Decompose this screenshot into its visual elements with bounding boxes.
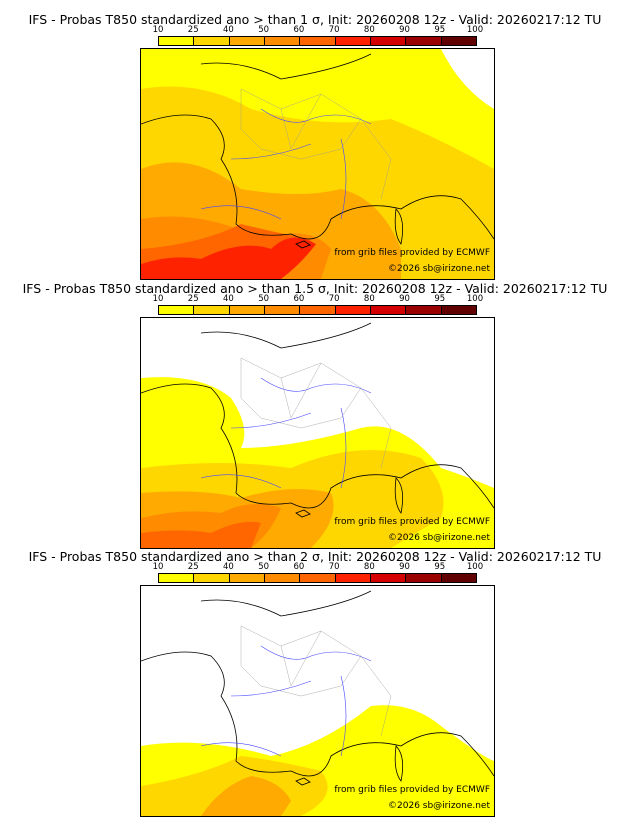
colorbar-tick-label: 90 [399,294,410,304]
probability-map-panel: IFS - Probas T850 standardized ano > tha… [0,12,630,280]
colorbar-segment [264,574,301,582]
colorbar-tick-label: 60 [293,25,305,35]
coastlines [141,322,494,518]
colorbar-tick-label: 95 [434,294,446,304]
colorbar [158,305,477,315]
rivers [200,377,372,489]
colorbar-segment [194,574,230,582]
probability-map-panel: IFS - Probas T850 standardized ano > tha… [0,549,630,817]
probability-map: from grib files provided by ECMWF ©2026 s… [140,317,495,549]
colorbar-tick-label: 100 [466,25,484,35]
colorbar-tick-label: 70 [328,562,340,572]
colorbar-segment [159,37,195,45]
colorbar-tick-label: 80 [363,562,375,572]
colorbar [158,36,477,46]
colorbar-tick-label: 40 [223,562,234,572]
colorbar-segment [194,37,230,45]
map-shading [141,318,494,548]
colorbar-tick-label: 40 [223,294,234,304]
colorbar-segment [441,306,476,314]
colorbar-tick-label: 40 [223,25,234,35]
colorbar-tick-label: 95 [434,25,446,35]
colorbar-segment [406,574,442,582]
copyright-credit: ©2026 sb@irizone.net [388,801,490,811]
colorbar-tick-label: 50 [258,25,270,35]
data-source-credit: from grib files provided by ECMWF [334,248,490,258]
colorbar-tick-label: 10 [152,294,164,304]
coastlines [141,53,494,249]
colorbar-segment [300,306,336,314]
colorbar-segment [370,574,407,582]
map-shading [141,49,494,279]
panel-title: IFS - Probas T850 standardized ano > tha… [28,549,602,564]
colorbar-tick-label: 60 [293,294,305,304]
probability-map-panel: IFS - Probas T850 standardized ano > tha… [0,281,630,549]
colorbar-tick-label: 80 [363,25,375,35]
colorbar-tick-label: 70 [328,25,340,35]
colorbar-segment [441,37,476,45]
colorbar-tick-label: 90 [399,25,410,35]
colorbar-segment [406,306,442,314]
colorbar-tick-label: 90 [399,562,410,572]
map-shading [141,586,494,816]
colorbar-tick-label: 25 [187,294,199,304]
colorbar-tick-label: 10 [152,562,164,572]
colorbar-tick-label: 25 [187,25,199,35]
colorbar-tick-label: 100 [466,294,484,304]
colorbar-ticks: 10 25 40 50 60 70 80 90 95 100 [153,25,484,35]
colorbar-tick-label: 50 [258,294,270,304]
colorbar-segment [229,574,265,582]
colorbar-segment [370,306,407,314]
colorbar-segment [300,37,336,45]
colorbar-tick-label: 10 [152,25,164,35]
panel-title: IFS - Probas T850 standardized ano > tha… [22,281,608,296]
borders [240,357,392,469]
colorbar-segment [300,574,336,582]
borders [240,88,392,200]
colorbar-segment [159,306,195,314]
colorbar-segment [229,37,265,45]
colorbar-tick-label: 25 [187,562,199,572]
colorbar-segment [159,574,195,582]
copyright-credit: ©2026 sb@irizone.net [388,264,490,274]
colorbar-tick-label: 70 [328,294,340,304]
probability-map: from grib files provided by ECMWF ©2026 s… [140,585,495,817]
colorbar-tick-label: 95 [434,562,446,572]
rivers [200,108,372,220]
coastlines [141,590,494,786]
probability-map: from grib files provided by ECMWF ©2026 s… [140,48,495,280]
colorbar-segment [264,306,301,314]
colorbar-ticks: 10 25 40 50 60 70 80 90 95 100 [153,294,484,304]
colorbar-tick-label: 100 [466,562,484,572]
colorbar-ticks: 10 25 40 50 60 70 80 90 95 100 [153,562,484,572]
colorbar-segment [335,574,371,582]
data-source-credit: from grib files provided by ECMWF [334,785,490,795]
colorbar [158,573,477,583]
colorbar-segment [370,37,407,45]
rivers [200,645,372,757]
data-source-credit: from grib files provided by ECMWF [334,517,490,527]
colorbar-segment [406,37,442,45]
borders [240,625,392,737]
colorbar-segment [335,37,371,45]
colorbar-segment [264,37,301,45]
colorbar-tick-label: 60 [293,562,305,572]
copyright-credit: ©2026 sb@irizone.net [388,533,490,543]
colorbar-segment [194,306,230,314]
colorbar-segment [441,574,476,582]
colorbar-tick-label: 80 [363,294,375,304]
panel-title: IFS - Probas T850 standardized ano > tha… [28,12,602,27]
colorbar-segment [335,306,371,314]
colorbar-segment [229,306,265,314]
colorbar-tick-label: 50 [258,562,270,572]
